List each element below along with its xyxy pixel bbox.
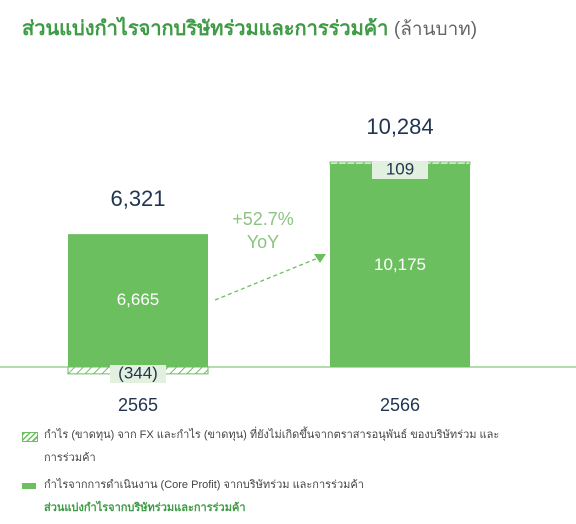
label-box (372, 161, 428, 179)
arrow (214, 257, 319, 301)
x-tick-label: 2565 (118, 395, 158, 415)
bar-segment (330, 164, 470, 367)
label-box (110, 365, 166, 383)
title-unit: (ล้านบาท) (394, 19, 477, 40)
data-label: (344) (118, 363, 158, 382)
legend-label: ส่วนแบ่งกำไรจากบริษัทร่วมและการร่วมค้า (44, 502, 246, 514)
arrow-head (314, 254, 326, 263)
total-label: 6,321 (110, 186, 165, 211)
annotation: +52.7% (232, 209, 294, 229)
bar-segment (68, 234, 208, 367)
data-label: 109 (386, 159, 414, 178)
total-label: 10,284 (366, 114, 433, 139)
x-tick-label: 2566 (380, 395, 420, 415)
chart-title: ส่วนแบ่งกำไรจากบริษัทร่วมและการร่วมค้า (… (22, 16, 477, 40)
legend-label: กำไรจากการดำเนินงาน (Core Profit) จากบริ… (44, 479, 364, 491)
legend-label: กำไร (ขาดทุน) จาก FX และกำไร (ขาดทุน) ที… (44, 429, 500, 464)
legend-swatch (22, 483, 36, 489)
title: ส่วนแบ่งกำไรจากบริษัทร่วมและการร่วมค้า (22, 16, 388, 40)
data-label: 10,175 (374, 255, 426, 274)
data-label: 6,665 (117, 290, 160, 309)
annotation: YoY (247, 232, 279, 252)
legend-swatch (22, 432, 38, 442)
